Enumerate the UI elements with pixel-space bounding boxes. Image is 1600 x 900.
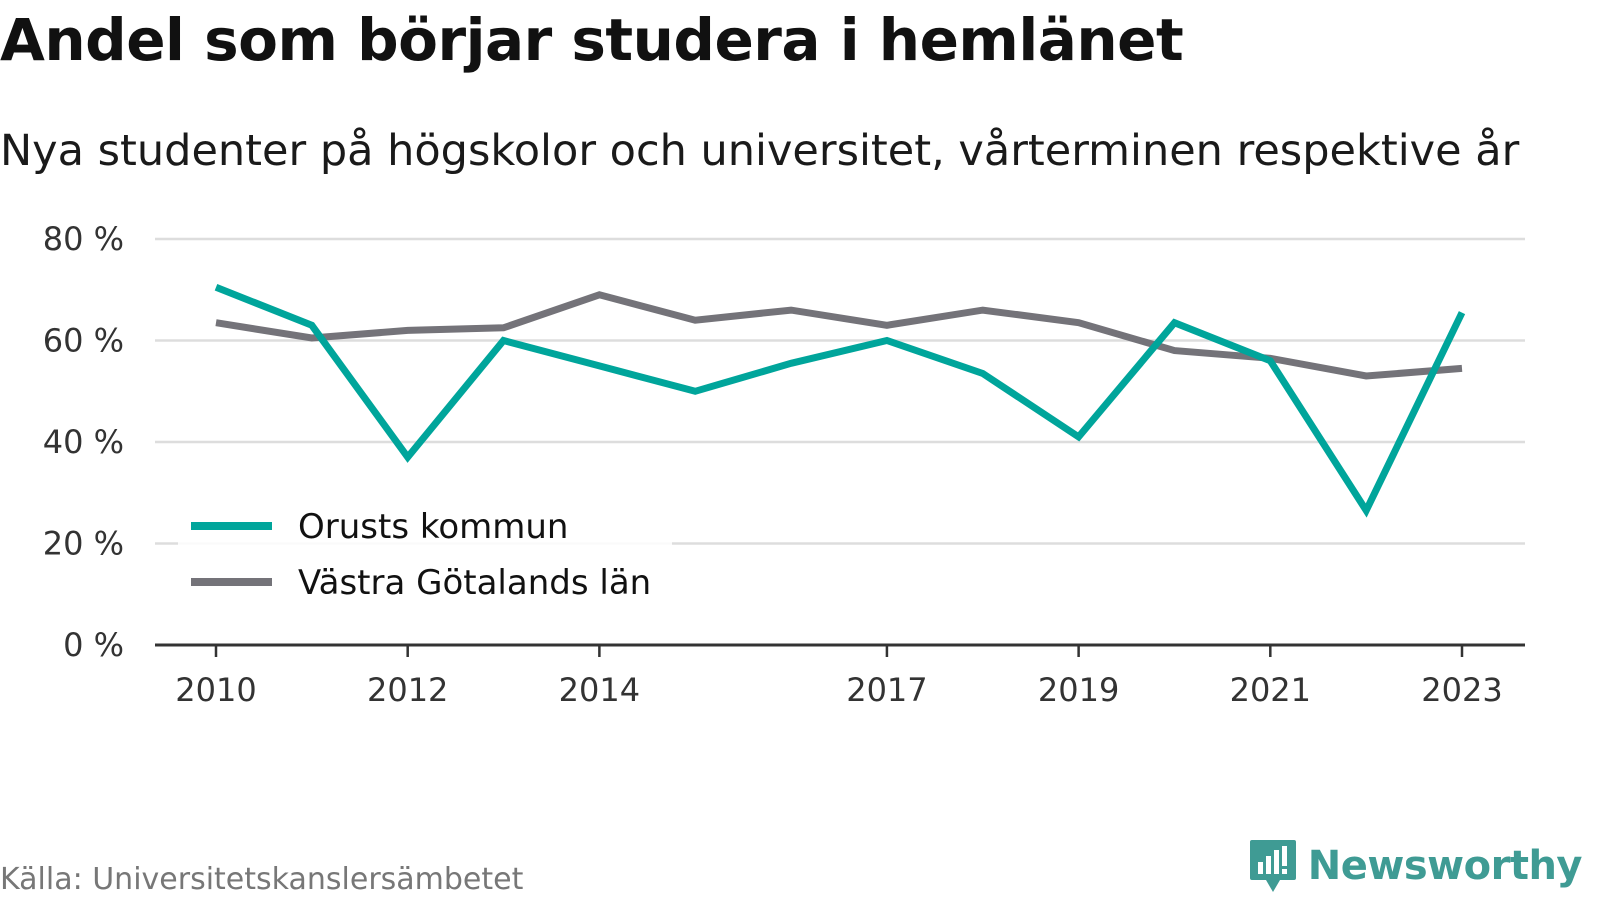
y-axis-ticks: 0 % 20 % 40 % 60 % 80 % — [43, 220, 124, 664]
legend-label-1: Västra Götalands län — [298, 563, 651, 603]
y-tick-label: 80 % — [43, 220, 124, 258]
x-tick-label: 2017 — [846, 671, 927, 709]
brand-name: Newsworthy — [1307, 843, 1583, 889]
x-tick-label: 2023 — [1421, 671, 1502, 709]
newsworthy-logo-icon — [1249, 840, 1296, 892]
x-tick-label: 2021 — [1230, 671, 1311, 709]
y-tick-label: 20 % — [43, 525, 124, 563]
series-line-0 — [214, 283, 1466, 518]
x-axis-ticks: 2010 2012 2014 2017 2019 2021 2023 — [175, 645, 1503, 709]
legend-label-0: Orusts kommun — [298, 507, 568, 547]
chart-subtitle: Nya studenter på högskolor och universit… — [0, 126, 1520, 176]
x-tick-label: 2010 — [175, 671, 256, 709]
chart-title: Andel som börjar studera i hemlänet — [0, 6, 1184, 74]
legend: Orusts kommun Västra Götalands län — [178, 498, 672, 618]
x-tick-label: 2019 — [1038, 671, 1119, 709]
series-layer — [214, 283, 1466, 518]
brand: Newsworthy — [1248, 838, 1583, 894]
y-tick-label: 40 % — [43, 423, 124, 461]
source-note: Källa: Universitetskanslersämbetet — [0, 862, 524, 897]
x-tick-label: 2012 — [367, 671, 448, 709]
y-tick-label: 0 % — [63, 626, 124, 664]
y-tick-label: 60 % — [43, 322, 124, 360]
x-tick-label: 2014 — [559, 671, 640, 709]
legend-background — [178, 498, 672, 618]
